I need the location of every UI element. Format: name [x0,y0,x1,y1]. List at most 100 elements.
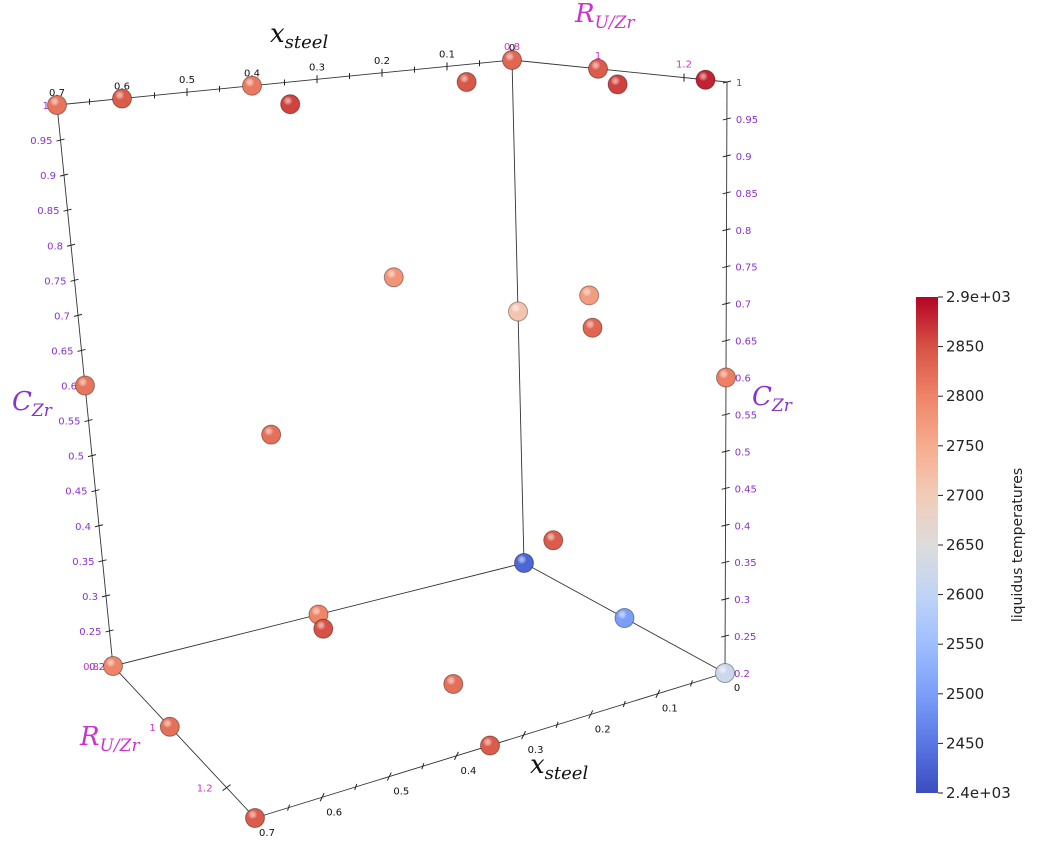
tick-label: 0.3 [82,592,98,603]
tick-label: 0.9 [736,152,752,163]
data-point-shading [242,76,262,96]
tick-label: 0.2 [89,662,105,673]
tick-label: 0.4 [460,766,476,777]
tick-label: 0.75 [44,276,66,287]
tick-label: 0.55 [735,410,757,421]
tick-mark [56,138,65,142]
tick-mark [101,594,111,598]
box-edge [112,665,256,819]
tick-mark [91,489,100,493]
box-edge [511,59,728,83]
tick-mark [722,265,731,269]
tick-mark [63,208,72,212]
data-point-outline [582,317,603,338]
data-point-outline [502,50,522,70]
tick-label: 0.2 [734,669,750,680]
data-point-shading [583,318,602,338]
bounding-box-edges [56,59,728,819]
tick-label: 1.2 [197,784,213,795]
tick-mark [689,680,693,687]
tick-mark [84,419,93,423]
colorbar-tick-label: 2.9e+03 [946,288,1011,306]
tick-mark [722,154,731,158]
data-point-outline [103,656,123,676]
data-point-shading [514,553,534,573]
data-point-outline [245,808,265,828]
tick-mark [722,80,732,84]
axis-ticks: 0.7 0.6 0.5 0.4 0.3 0.2 0.1 0 0.7 0.6 0.5 0.4 0.3 0.2… [30,42,758,839]
data-point-outline [614,608,635,628]
data-point-shading [103,656,123,676]
tick-label: 0.6 [61,382,77,393]
colorbar-tick-label: 2450 [946,734,984,752]
tick-mark [319,793,325,802]
tick-label: 0.7 [54,311,70,322]
data-point-outline [716,367,736,388]
tick-mark [222,784,231,791]
data-point-shading [160,717,180,737]
x-axis-title-top: xsteel [270,19,328,53]
tick-mark [721,597,730,601]
data-point-outline [313,618,334,639]
tick-label: 0.2 [374,56,390,67]
tick-label: 1 [595,51,601,62]
tick-label: 0.65 [735,337,757,348]
tick-mark [70,278,79,282]
tick-label: 0.7 [49,88,65,99]
colorbar-tick-label: 2750 [946,437,984,455]
tick-mark [354,783,358,791]
tick-label: 0.1 [662,704,678,715]
data-point-shading [696,70,715,90]
colorbar-title: liquidus temperatures [1010,468,1026,622]
data-point-shading [588,59,608,79]
tick-mark [721,486,730,490]
data-point-shading [313,619,333,639]
tick-mark [722,339,731,343]
tick-label: 1 [736,78,742,89]
tick-mark [721,560,730,564]
tick-label: 0.5 [735,447,751,458]
tick-label: 0.35 [734,558,756,569]
tick-mark [87,454,97,458]
tick-mark [555,721,559,728]
tick-label: 0.6 [326,807,342,818]
colorbar-tick-label: 2800 [946,387,984,405]
tick-label: 0.3 [734,595,750,606]
data-point-shading [608,74,628,94]
tick-label: 0.45 [65,487,87,498]
colorbar-tick-label: 2850 [946,338,984,356]
tick-mark [73,313,83,317]
tick-label: 0.95 [736,115,758,126]
data-point-shading [543,530,563,550]
tick-mark [521,730,527,740]
tick-label: 0.85 [736,189,758,200]
data-point-outline [607,74,628,95]
tick-mark [721,412,730,416]
data-point-outline [159,716,180,737]
tick-label: 0.5 [179,75,195,86]
data-point-shading [75,376,95,395]
colorbar-ticks: 2.4e+03 2450 2500 2550 2600 2650 2700 2750 2800 2… [938,288,1011,802]
tick-label: 0.8 [504,42,520,53]
tick-label: 0 [734,683,740,694]
tick-mark [655,689,661,698]
colorbar-tick-label: 2600 [946,586,984,604]
tick-label: 0.2 [595,724,611,735]
data-point-shading [716,368,736,387]
data-point-shading [715,663,735,683]
tick-mark [77,348,86,352]
tick-label: 0.8 [47,241,63,252]
tick-label: 0.7 [259,828,275,839]
data-point-outline [261,424,282,445]
data-point-outline [715,663,735,683]
data-point-shading [261,425,281,445]
data-point-shading [508,302,528,321]
tick-mark [722,191,731,195]
data-point-shading [112,89,132,109]
data-point-outline [280,94,301,115]
tick-label: 0.3 [309,62,325,73]
tick-mark [287,804,291,811]
data-point-shading [384,267,404,287]
colorbar-gradient [916,297,938,793]
